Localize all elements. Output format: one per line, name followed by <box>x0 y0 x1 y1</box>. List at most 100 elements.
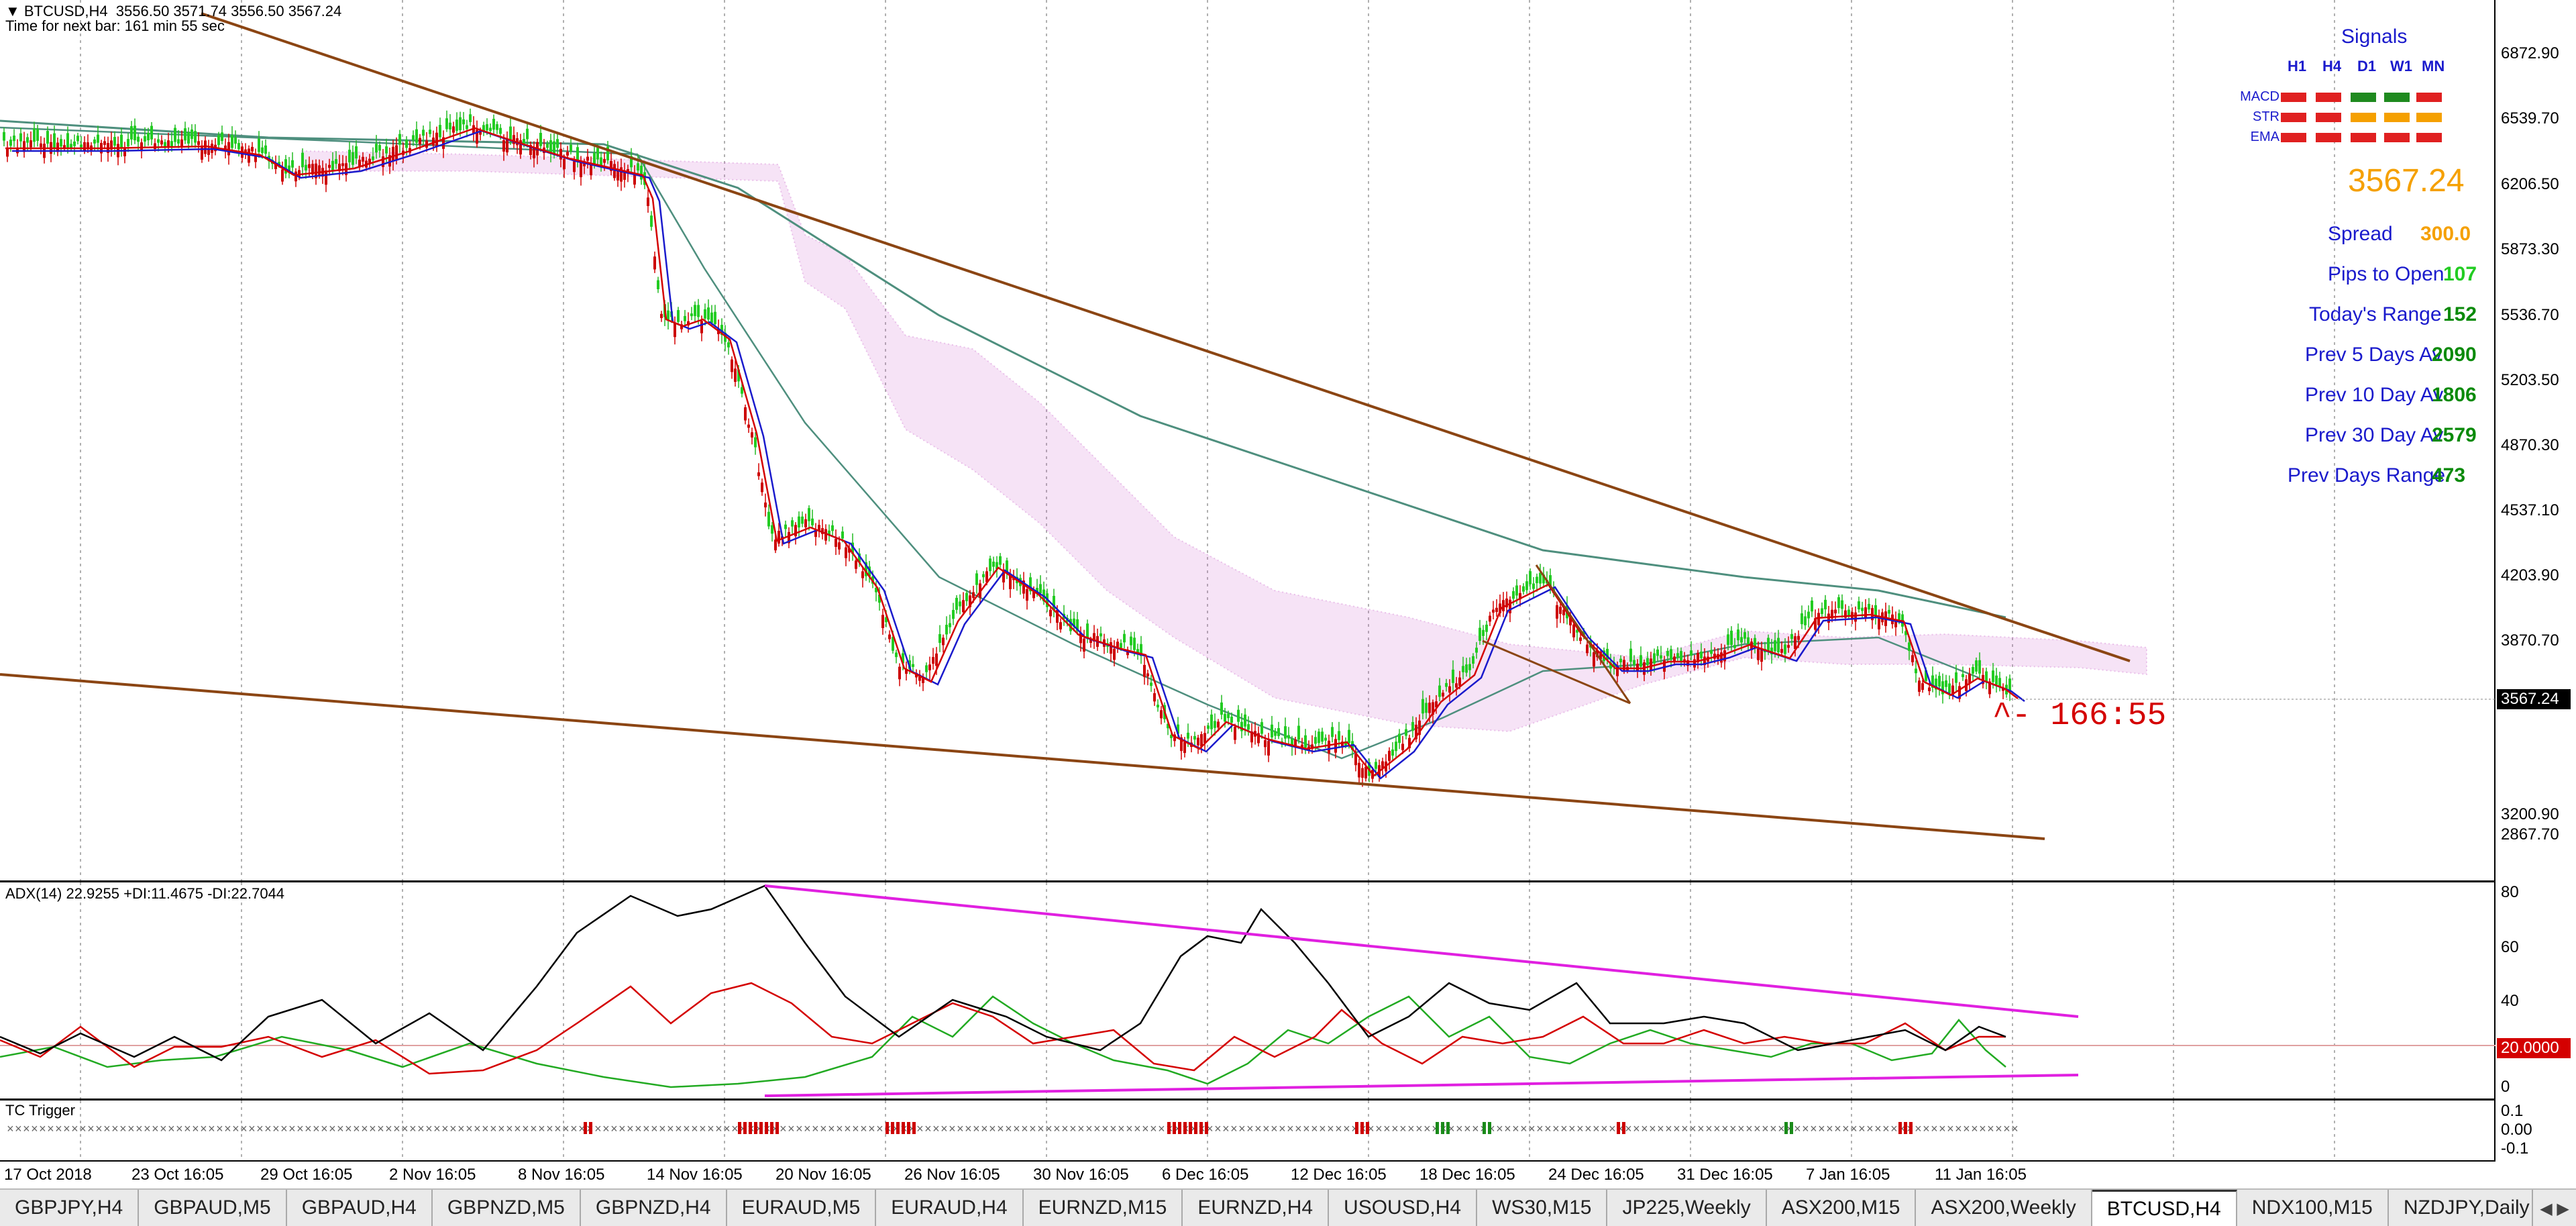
tab-usousd-h4[interactable]: USOUSD,H4 <box>1329 1190 1478 1226</box>
candle-body <box>1318 731 1320 744</box>
candle-body <box>499 127 502 134</box>
tab-asx200-weekly[interactable]: ASX200,Weekly <box>1916 1190 2092 1226</box>
candle-body <box>1311 744 1313 749</box>
tc-marker: × <box>1737 1123 1745 1137</box>
tc-signal-buy <box>1436 1122 1439 1134</box>
candle-body <box>1522 586 1525 592</box>
tc-marker: × <box>458 1123 465 1137</box>
candle-body <box>1985 671 1988 682</box>
tab-gbpaud-m5[interactable]: GBPAUD,M5 <box>139 1190 287 1226</box>
candle-body <box>382 156 384 167</box>
tab-scroll-arrows-icon[interactable]: ◀ ▶ <box>2532 1190 2576 1226</box>
candle-body <box>1468 664 1471 670</box>
candle-body <box>1747 637 1750 644</box>
adx-level: 60 <box>2501 938 2519 956</box>
price-chart-canvas[interactable] <box>0 0 2496 880</box>
candle-body <box>1049 609 1052 617</box>
price-level: 6206.50 <box>2501 175 2559 193</box>
candle-body <box>1697 652 1699 663</box>
candle-body <box>761 482 763 493</box>
trendline-lower <box>0 673 2045 840</box>
candle-body <box>620 167 623 182</box>
candle-body <box>1207 725 1210 729</box>
candle-body <box>60 139 62 147</box>
tab-gbpjpy-h4[interactable]: GBPJPY,H4 <box>0 1190 140 1226</box>
tab-ws30-m15[interactable]: WS30,M15 <box>1477 1190 1608 1226</box>
adx-panel[interactable]: ADX(14) 22.9255 +DI:11.4675 -DI:22.7044 <box>0 880 2496 1099</box>
time-axis[interactable]: 17 Oct 2018 23 Oct 16:05 29 Oct 16:05 2 … <box>0 1160 2496 1188</box>
tab-gbpnzd-h4[interactable]: GBPNZD,H4 <box>581 1190 727 1226</box>
tc-signal-sell <box>1366 1122 1369 1134</box>
tc-marker: × <box>47 1123 54 1137</box>
tc-signal-buy <box>1483 1122 1486 1134</box>
candle-body <box>1807 611 1810 619</box>
tab-btcusd-h4[interactable]: BTCUSD,H4 <box>2092 1190 2237 1226</box>
tab-asx200-m15[interactable]: ASX200,M15 <box>1767 1190 1917 1226</box>
candle-body <box>184 128 186 141</box>
signal-cell <box>2281 133 2306 142</box>
tab-eurnzd-h4[interactable]: EURNZD,H4 <box>1183 1190 1330 1226</box>
tc-marker: × <box>538 1123 545 1137</box>
tc-marker: × <box>498 1123 505 1137</box>
tc-marker: × <box>594 1123 602 1137</box>
tc-marker: × <box>844 1123 851 1137</box>
tc-marker: × <box>1077 1123 1085 1137</box>
candle-body <box>590 164 592 176</box>
candle-body <box>1915 668 1917 674</box>
tab-euraud-m5[interactable]: EURAUD,M5 <box>727 1190 877 1226</box>
tc-signal-sell <box>765 1122 768 1134</box>
candle-body <box>791 520 794 527</box>
candle-body <box>1606 648 1609 660</box>
candle-body <box>1133 637 1136 650</box>
main-chart[interactable]: ▼ BTCUSD,H4 3556.50 3571.74 3556.50 3567… <box>0 0 2496 880</box>
tab-gbpnzd-m5[interactable]: GBPNZD,M5 <box>433 1190 581 1226</box>
chart-tab-bar: GBPJPY,H4 GBPAUD,M5 GBPAUD,H4 GBPNZD,M5 … <box>0 1188 2576 1226</box>
tc-marker: × <box>1778 1123 1785 1137</box>
price-axis[interactable]: 6872.90 6539.70 6206.50 5873.30 5536.70 … <box>2496 0 2576 1160</box>
candle-body <box>788 531 790 544</box>
tab-gbpaud-h4[interactable]: GBPAUD,H4 <box>287 1190 433 1226</box>
tc-marker: × <box>192 1123 199 1137</box>
tc-trigger-canvas[interactable]: × × × × × × × × × × × × × × × × × × × × × × × × × × × × × × × × × × × × × × × ×… <box>0 1101 2496 1160</box>
adx-canvas[interactable] <box>0 882 2496 1099</box>
candle-body <box>392 146 394 162</box>
time-label: 20 Nov 16:05 <box>775 1166 871 1184</box>
tc-marker: × <box>522 1123 529 1137</box>
candle-body <box>167 140 170 147</box>
candle-body <box>1931 675 1934 688</box>
candle-body <box>1123 633 1126 643</box>
candle-body <box>881 615 884 628</box>
signal-cell <box>2416 133 2442 142</box>
tab-ndx100-m15[interactable]: NDX100,M15 <box>2237 1190 2389 1226</box>
tc-marker: × <box>1391 1123 1399 1137</box>
candle-body <box>1784 644 1786 654</box>
tc-signal-sell <box>1199 1122 1203 1134</box>
candle-body <box>1364 766 1367 778</box>
tab-euraud-h4[interactable]: EURAUD,H4 <box>876 1190 1024 1226</box>
tab-jp225-weekly[interactable]: JP225,Weekly <box>1607 1190 1767 1226</box>
candle-body <box>694 305 696 317</box>
candle-body <box>1250 731 1253 743</box>
candle-body <box>1287 735 1290 739</box>
tab-eurnzd-m15[interactable]: EURNZD,M15 <box>1024 1190 1183 1226</box>
candle-body <box>1562 609 1565 615</box>
candle-body <box>197 141 200 145</box>
candle-body <box>1858 601 1860 610</box>
tc-marker: × <box>868 1123 875 1137</box>
tab-nzdjpy-daily[interactable]: NZDJPY,Daily <box>2389 1190 2546 1226</box>
candle-body <box>93 139 96 144</box>
tc-signal-sell <box>749 1122 752 1134</box>
tc-signal-sell <box>754 1122 757 1134</box>
candle-body <box>103 141 106 145</box>
stat-prevday-label: Prev Days Range <box>2288 464 2446 487</box>
tc-marker: × <box>7 1123 14 1137</box>
candle-body <box>1693 659 1696 668</box>
candle-body <box>362 156 364 162</box>
candle-body <box>1247 724 1250 730</box>
candle-body <box>1975 660 1978 672</box>
tc-marker: × <box>1504 1123 1511 1137</box>
candle-body <box>1344 741 1347 746</box>
tc-trigger-panel[interactable]: × × × × × × × × × × × × × × × × × × × × × × × × × × × × × × × × × × × × × × × ×… <box>0 1099 2496 1160</box>
tc-marker: × <box>554 1123 561 1137</box>
candle-body <box>1663 660 1666 672</box>
